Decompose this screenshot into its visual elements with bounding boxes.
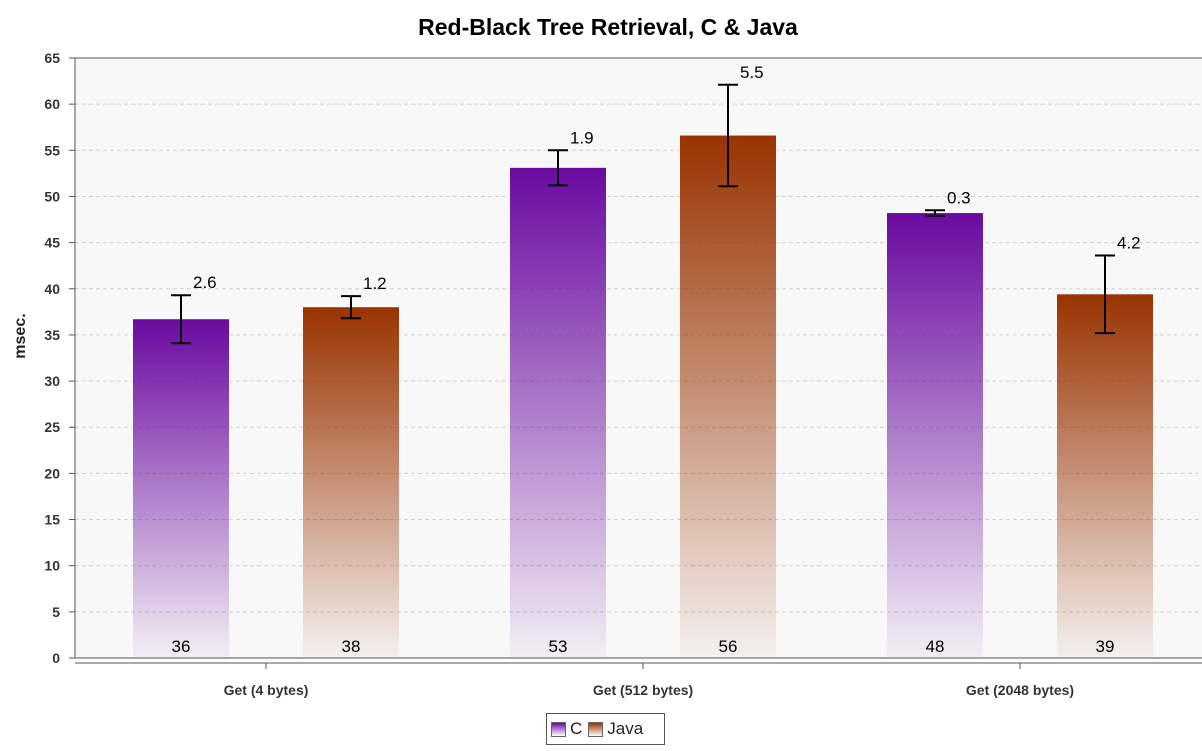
value-labels: 36 38 53 56 48 39 (172, 637, 1115, 656)
y-tick-label: 45 (44, 235, 60, 251)
x-category-label: Get (4 bytes) (224, 682, 309, 698)
bar-java-0 (303, 307, 399, 658)
y-tick-label: 35 (44, 327, 60, 343)
error-label: 0.3 (947, 188, 971, 207)
bar-c-0 (133, 319, 229, 658)
y-tick-label: 25 (44, 419, 60, 435)
legend-label-c: C (570, 719, 583, 738)
chart-title: Red-Black Tree Retrieval, C & Java (418, 14, 798, 40)
x-axis-categories: Get (4 bytes) Get (512 bytes) Get (2048 by… (224, 663, 1074, 698)
y-tick-label: 55 (44, 142, 60, 158)
bar-c-1 (510, 167, 606, 658)
legend: C Java (546, 713, 665, 745)
bar-value-label: 38 (342, 637, 361, 656)
y-axis-ticks: 0 5 10 15 20 25 30 35 40 45 50 55 60 65 (44, 50, 75, 666)
legend-item-java: Java (588, 719, 643, 739)
legend-swatch-c (551, 721, 566, 737)
error-labels: 2.6 1.2 1.9 5.5 0.3 4.2 (193, 63, 1141, 293)
y-tick-label: 65 (44, 50, 60, 66)
bar-value-label: 48 (926, 637, 945, 656)
x-category-label: Get (512 bytes) (593, 682, 693, 698)
y-tick-label: 0 (52, 650, 60, 666)
y-tick-label: 20 (44, 465, 60, 481)
bar-value-label: 56 (719, 637, 738, 656)
y-tick-label: 50 (44, 188, 60, 204)
bar-value-label: 53 (549, 637, 568, 656)
y-tick-label: 30 (44, 373, 60, 389)
legend-swatch-java (588, 721, 604, 737)
bar-value-label: 39 (1096, 637, 1115, 656)
bar-java-1 (680, 135, 776, 659)
plot-area (75, 58, 1202, 658)
error-label: 4.2 (1117, 234, 1141, 253)
error-label: 2.6 (193, 273, 217, 292)
error-label: 1.9 (570, 128, 594, 147)
legend-item-c: C (551, 719, 582, 739)
x-category-label: Get (2048 bytes) (966, 682, 1074, 698)
y-tick-label: 60 (44, 96, 60, 112)
bar-c-2 (887, 213, 983, 659)
error-label: 1.2 (363, 274, 387, 293)
bar-value-label: 36 (172, 637, 191, 656)
y-tick-label: 40 (44, 281, 60, 297)
y-tick-label: 5 (52, 604, 60, 620)
y-tick-label: 10 (44, 558, 60, 574)
bar-java-2 (1057, 294, 1153, 658)
y-axis-label: msec. (12, 313, 29, 358)
bars (133, 135, 1153, 659)
error-bars (171, 83, 1115, 345)
error-label: 5.5 (740, 63, 764, 82)
y-tick-label: 15 (44, 512, 60, 528)
legend-label-java: Java (607, 719, 644, 738)
